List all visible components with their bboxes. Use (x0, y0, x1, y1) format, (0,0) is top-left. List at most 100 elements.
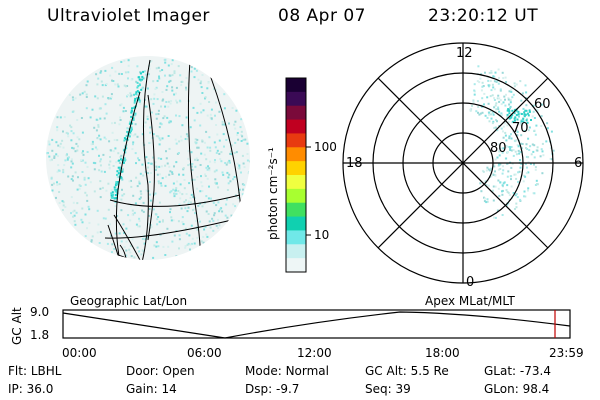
earth-speckle (188, 182, 191, 185)
earth-aurora-pixel (133, 93, 136, 96)
earth-speckle (85, 96, 88, 98)
earth-speckle (83, 178, 86, 181)
earth-speckle (167, 245, 170, 248)
earth-speckle (189, 248, 191, 251)
polar-speckle (517, 180, 519, 183)
earth-speckle (70, 130, 73, 133)
polar-speckle (494, 126, 497, 129)
earth-speckle (227, 176, 230, 179)
earth-speckle (152, 256, 155, 259)
earth-aurora-pixel (115, 197, 118, 200)
earth-speckle (189, 196, 192, 199)
earth-speckle (48, 143, 51, 146)
earth-speckle (225, 163, 228, 166)
earth-speckle (206, 114, 209, 117)
earth-speckle (93, 168, 96, 171)
polar-aurora-pixel (516, 118, 519, 121)
earth-speckle (58, 202, 61, 204)
polar-speckle (520, 119, 523, 121)
polar-speckle (510, 175, 513, 178)
polar-speckle (483, 200, 486, 203)
earth-speckle (122, 223, 125, 226)
earth-speckle (205, 130, 208, 133)
polar-speckle (511, 96, 514, 99)
earth-speckle (51, 138, 54, 141)
earth-speckle (127, 77, 129, 80)
earth-speckle (85, 93, 88, 96)
earth-speckle (131, 209, 134, 212)
polar-speckle (510, 88, 513, 91)
earth-speckle (169, 79, 172, 82)
polar-speckle (527, 137, 530, 140)
polar-speckle (495, 108, 498, 111)
polar-speckle (519, 166, 522, 169)
earth-speckle (206, 146, 209, 149)
polar-speckle (479, 112, 482, 115)
polar-speckle (539, 155, 542, 158)
polar-speckle (498, 76, 500, 79)
earth-speckle (95, 129, 98, 132)
polar-speckle (469, 108, 472, 111)
polar-speckle (530, 153, 533, 156)
earth-speckle (154, 192, 157, 195)
earth-speckle (128, 248, 131, 251)
earth-speckle (220, 151, 223, 154)
earth-speckle (55, 153, 58, 156)
polar-speckle (510, 178, 512, 181)
earth-speckle (150, 162, 153, 165)
earth-aurora-pixel (127, 131, 130, 134)
earth-speckle (194, 158, 196, 161)
earth-speckle (129, 92, 132, 95)
earth-speckle (50, 177, 53, 180)
time-label: 23:20:12 UT (428, 6, 539, 26)
status-glon-label: GLon: (484, 382, 519, 396)
earth-speckle (161, 137, 164, 140)
polar-speckle (497, 106, 500, 109)
earth-speckle (189, 243, 192, 246)
earth-speckle (201, 205, 204, 208)
earth-speckle (67, 135, 70, 138)
earth-speckle (208, 220, 211, 223)
polar-speckle (523, 190, 526, 193)
polar-speckle (510, 185, 513, 188)
earth-speckle (72, 201, 75, 204)
polar-speckle (496, 79, 499, 82)
earth-speckle (204, 226, 207, 228)
earth-speckle (160, 182, 162, 185)
earth-speckle (171, 171, 174, 174)
earth-speckle (138, 197, 141, 200)
polar-speckle (546, 122, 549, 125)
polar-speckle (481, 97, 484, 100)
earth-speckle (243, 166, 246, 169)
earth-speckle (182, 173, 185, 176)
earth-speckle (177, 190, 180, 192)
earth-speckle (56, 155, 59, 158)
earth-speckle (183, 200, 186, 203)
earth-speckle (76, 119, 79, 121)
earth-speckle (167, 64, 170, 67)
polar-speckle (497, 187, 500, 190)
earth-speckle (185, 193, 188, 195)
earth-aurora-pixel (130, 111, 133, 114)
earth-aurora-pixel (126, 138, 129, 141)
colorbar-segment (286, 119, 306, 134)
earth-speckle (144, 238, 147, 241)
polar-speckle (493, 216, 495, 219)
polar-speckle (533, 192, 536, 195)
earth-speckle (147, 166, 150, 169)
earth-speckle (148, 214, 151, 217)
earth-speckle (193, 119, 196, 122)
earth-speckle (116, 175, 119, 178)
earth-speckle (137, 225, 140, 228)
earth-speckle (173, 234, 176, 237)
earth-speckle (170, 219, 173, 222)
polar-speckle (504, 122, 507, 125)
polar-speckle (520, 147, 523, 150)
polar-speckle (505, 93, 507, 96)
earth-speckle (185, 116, 188, 119)
polar-speckle (471, 104, 473, 107)
polar-speckle (508, 198, 511, 201)
earth-speckle (234, 127, 237, 130)
polar-speckle (496, 97, 499, 100)
earth-speckle (116, 215, 119, 217)
